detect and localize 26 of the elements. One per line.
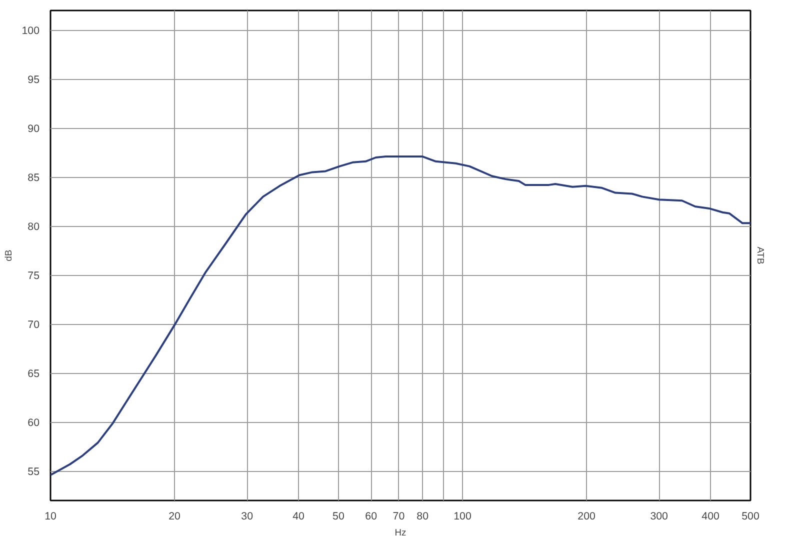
- y-tick-label: 85: [28, 172, 40, 184]
- x-tick-label: 300: [650, 510, 668, 522]
- x-axis-title: Hz: [394, 528, 407, 538]
- x-tick-label: 200: [578, 510, 596, 522]
- y-tick-label: 95: [28, 74, 40, 86]
- y-tick-label: 65: [28, 368, 40, 380]
- x-tick-label: 40: [292, 510, 305, 522]
- y-tick-label: 55: [28, 466, 40, 478]
- x-tick-label: 100: [454, 510, 472, 522]
- x-tick-label: 50: [332, 510, 344, 522]
- y-tick-label: 80: [28, 221, 40, 234]
- x-tick-label: 20: [168, 510, 181, 522]
- y-tick-label: 70: [28, 319, 40, 332]
- x-tick-label: 70: [392, 510, 405, 522]
- y-tick-label: 75: [28, 270, 40, 282]
- y-axis-title: dB: [4, 250, 14, 262]
- x-tick-label: 400: [702, 510, 720, 522]
- x-tick-label: 80: [416, 510, 429, 522]
- x-tick-label: 30: [241, 510, 254, 522]
- y-tick-label: 60: [28, 417, 40, 430]
- x-tick-label: 60: [365, 510, 378, 522]
- y2-axis-title: ATB: [756, 246, 766, 264]
- y-tick-label: 90: [28, 123, 40, 136]
- y-tick-label: 100: [22, 25, 40, 38]
- x-tick-label: 500: [742, 510, 760, 522]
- x-tick-label: 10: [44, 510, 56, 522]
